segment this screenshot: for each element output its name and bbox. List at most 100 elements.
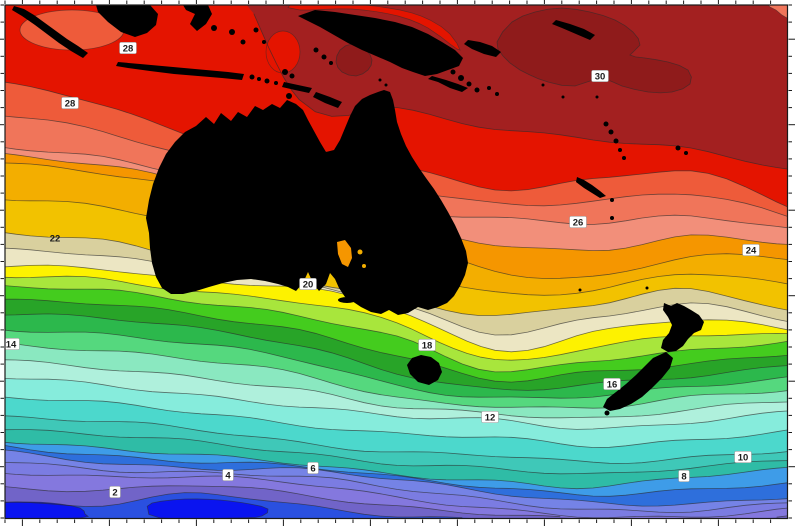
contour-label: 10 — [734, 451, 752, 463]
solomon-4 — [458, 75, 464, 81]
contour-label-box — [61, 97, 79, 109]
isotherm-19 — [5, 275, 788, 361]
contour-label-text: 10 — [738, 452, 749, 463]
contour-label-box — [418, 339, 436, 351]
solomon-3 — [450, 69, 456, 75]
contour-label-text: 4 — [225, 470, 231, 481]
contour-label-text: 24 — [746, 245, 757, 256]
island-speck-3 — [595, 95, 599, 99]
timor — [313, 92, 342, 108]
tasman-speck — [645, 286, 649, 290]
sumbawa — [264, 78, 270, 84]
loyalty-islands — [610, 198, 614, 202]
band-over-30 — [496, 7, 692, 94]
contour-label: 26 — [569, 216, 587, 228]
band-below-0 — [5, 501, 90, 519]
new-caledonia — [576, 177, 606, 198]
isotherm-15 — [5, 329, 788, 399]
halmahera — [229, 29, 235, 35]
contour-label-box — [603, 378, 621, 390]
new-ireland — [552, 20, 595, 40]
bali — [249, 74, 255, 80]
sumatra — [12, 6, 88, 58]
molucca-1 — [253, 27, 259, 33]
spencer-gulf-water — [337, 240, 352, 267]
new-britain — [464, 40, 501, 57]
isotherm-13 — [5, 359, 788, 419]
isotherm-5 — [5, 462, 788, 514]
contour-label-box — [222, 469, 234, 481]
tanimbar — [282, 69, 288, 75]
land-layer — [12, 5, 704, 416]
contour-label-box — [742, 244, 760, 256]
torres-dot-2 — [378, 78, 382, 82]
band-over-30 — [335, 43, 373, 77]
kangaroo-island — [338, 297, 356, 303]
island-speck-1 — [541, 83, 545, 87]
contour-label-text: 28 — [65, 98, 76, 109]
gulf-water-dot-1 — [357, 249, 363, 255]
fiji-1 — [675, 145, 681, 151]
aru — [321, 54, 327, 60]
contour-label-text: 14 — [6, 339, 17, 350]
isotherm-8 — [5, 441, 788, 490]
contour-label-text: 30 — [595, 71, 606, 82]
contour-label-box — [734, 451, 752, 463]
png-southeast-tail — [428, 76, 468, 92]
contour-label-text: 12 — [485, 412, 496, 423]
contour-label-box — [299, 278, 317, 290]
tasmania — [407, 355, 442, 385]
solomon-1 — [433, 57, 439, 63]
contour-label-box — [569, 216, 587, 228]
new-guinea — [298, 10, 463, 76]
contour-label: 30 — [591, 70, 609, 82]
contour-label: 2 — [109, 486, 121, 498]
lombok — [257, 77, 261, 81]
seram — [240, 39, 246, 45]
isotherm-11 — [5, 396, 788, 448]
contour-label: 4 — [222, 469, 234, 481]
bright-red-arc-north-of-new-guinea — [287, 5, 461, 51]
island-dot — [610, 216, 614, 220]
contour-label-text: 20 — [303, 279, 314, 290]
isotherm-2 — [5, 492, 463, 518]
borneo — [96, 5, 158, 37]
isotherm-7 — [5, 445, 788, 497]
sumba — [286, 93, 292, 99]
australia — [146, 90, 468, 315]
contour-label-box — [307, 462, 319, 474]
sea-patch-layer — [19, 5, 788, 74]
contour-label: 16 — [603, 378, 621, 390]
contour-label: 20 — [299, 278, 317, 290]
sulawesi — [183, 5, 212, 31]
vanuatu-3 — [613, 138, 619, 144]
contour-label-box — [109, 486, 121, 498]
flores — [282, 82, 312, 93]
isotherm-3 — [5, 485, 788, 518]
contour-label-box — [481, 411, 499, 423]
solomon-6 — [474, 87, 480, 93]
kai — [313, 47, 319, 53]
fiji-2 — [684, 151, 688, 155]
contour-label-text: 22 — [50, 233, 61, 244]
isotherm-6 — [5, 449, 788, 507]
contour-label-text: 2 — [112, 487, 117, 498]
stewart-island — [604, 410, 610, 416]
flores-west — [274, 81, 278, 85]
island-speck-2 — [561, 95, 565, 99]
isotherm-29 — [253, 13, 788, 170]
solomon-5 — [466, 81, 472, 87]
gulf-water-dot-2 — [362, 264, 366, 268]
tanimbar-2 — [289, 73, 295, 79]
contour-label-text: 26 — [573, 217, 584, 228]
contour-label-text: 6 — [310, 463, 315, 474]
isotherm-9 — [5, 429, 788, 475]
solomon-2 — [442, 63, 448, 69]
solomon-8 — [495, 92, 499, 96]
isotherm-18 — [5, 285, 788, 373]
lord-howe — [578, 288, 582, 292]
nz-north-island — [661, 303, 704, 352]
contour-label: 6 — [307, 462, 319, 474]
